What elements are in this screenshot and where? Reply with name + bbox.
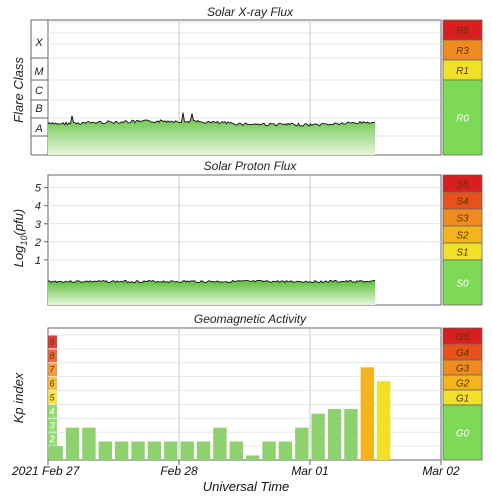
proton-ylabel-end: (pfu) — [11, 209, 26, 236]
kp-scale-g0 — [442, 404, 483, 461]
kp-level-strip-3 — [48, 418, 57, 432]
kp-ytick-2: 2 — [48, 434, 54, 444]
kp-level-strip-6 — [48, 377, 57, 391]
xray-class-b: B — [35, 103, 42, 115]
proton-ylabel: Log10(pfu) — [11, 209, 29, 267]
xray-flux-line — [47, 112, 376, 128]
kp-ytick-7: 7 — [49, 365, 55, 375]
kp-scale-label-g4: G4 — [456, 348, 470, 359]
proton-y-axis-label: Log10(pfu) — [11, 209, 29, 267]
kp-ylabel: Kp index — [11, 372, 26, 423]
xray-r-scale: R5 R3 R1 R0 — [442, 19, 483, 156]
proton-ytick-1: 1 — [35, 255, 41, 267]
kp-bar — [82, 427, 96, 460]
kp-bar — [196, 441, 211, 460]
kp-ytick-9: 9 — [49, 337, 54, 347]
kp-bar — [180, 441, 194, 460]
proton-scale-label-s0: S0 — [456, 279, 469, 290]
kp-ytick-3: 3 — [49, 420, 54, 430]
kp-scale-label-g5: G5 — [456, 332, 470, 343]
xray-class-a: A — [34, 123, 42, 135]
kp-bar — [115, 441, 129, 460]
proton-plot-area — [47, 174, 442, 306]
kp-bar — [131, 441, 145, 460]
kp-bar — [164, 441, 178, 460]
x-tick-2: Mar 01 — [291, 464, 328, 478]
xray-scale-label-r5: R5 — [456, 26, 469, 37]
kp-level-strip-5 — [48, 391, 57, 404]
kp-bar — [246, 455, 260, 460]
proton-y-ticks: 5 4 3 2 1 — [34, 183, 48, 267]
kp-ytick-5: 5 — [49, 392, 55, 402]
kp-bar — [65, 427, 80, 460]
xray-class-c: C — [35, 85, 43, 97]
kp-level-strip-7 — [48, 363, 57, 377]
x-tick-0: 2021 Feb 27 — [11, 464, 81, 478]
kp-y-axis-label: Kp index — [11, 372, 26, 423]
kp-level-strip-9 — [48, 335, 57, 349]
kp-bar — [278, 441, 293, 460]
kp-scale-label-g3: G3 — [456, 364, 470, 375]
kp-plot-area: 123456789 — [47, 327, 442, 461]
kp-bar — [49, 446, 63, 460]
proton-scale-label-s4: S4 — [456, 197, 469, 208]
proton-ytick-5: 5 — [35, 183, 42, 195]
kp-ytick-6: 6 — [49, 379, 54, 389]
xray-scale-label-r1: R1 — [456, 66, 469, 77]
proton-scale-label-s5: S5 — [456, 180, 469, 191]
xray-panel-title: Solar X-ray Flux — [207, 5, 294, 19]
proton-ytick-3: 3 — [35, 219, 42, 231]
kp-level-strip-2 — [48, 432, 57, 446]
kp-bar — [377, 381, 391, 460]
kp-bar — [147, 441, 162, 460]
kp-scale-label-g1: G1 — [456, 394, 469, 405]
proton-scale-label-s1: S1 — [456, 248, 468, 259]
xray-scale-r0 — [442, 79, 483, 156]
proton-ytick-2: 2 — [34, 237, 41, 249]
proton-scale-s0 — [442, 259, 483, 306]
xray-scale-label-r3: R3 — [456, 46, 469, 57]
kp-ytick-8: 8 — [49, 351, 54, 361]
kp-panel-title: Geomagnetic Activity — [194, 312, 307, 326]
kp-bar — [311, 413, 325, 460]
proton-flux-line — [47, 279, 376, 284]
xray-plot-area — [47, 19, 442, 156]
kp-level-strip-8 — [48, 349, 57, 363]
proton-s-scale: S5 S4 S3 S2 S1 S0 — [442, 174, 483, 306]
kp-bar — [98, 441, 112, 460]
xray-class-m: M — [34, 66, 44, 78]
kp-bar — [213, 427, 227, 460]
proton-ytick-4: 4 — [35, 201, 41, 213]
kp-bar — [295, 427, 309, 460]
proton-scale-label-s3: S3 — [456, 214, 469, 225]
kp-scale-label-g2: G2 — [456, 379, 470, 390]
x-axis-ticks: 2021 Feb 27 Feb 28 Mar 01 Mar 02 — [11, 460, 460, 478]
proton-ylabel-sub: 10 — [19, 236, 29, 246]
kp-level-strip-4 — [48, 404, 57, 418]
kp-bar — [229, 441, 243, 460]
proton-flux-area — [48, 280, 376, 305]
proton-scale-label-s2: S2 — [456, 231, 469, 242]
kp-bar — [327, 409, 342, 460]
x-axis-label: Universal Time — [203, 479, 290, 494]
kp-bar — [344, 409, 358, 460]
kp-scale-label-g0: G0 — [456, 429, 470, 440]
proton-panel-title: Solar Proton Flux — [204, 159, 298, 173]
proton-ylabel-main: Log — [11, 245, 26, 267]
xray-ylabel: Flare Class — [11, 57, 26, 123]
kp-g-scale: G5 G4 G3 G2 G1 G0 — [442, 327, 483, 461]
kp-bar — [360, 367, 374, 460]
x-tick-3: Mar 02 — [422, 464, 460, 478]
kp-bar — [262, 441, 276, 460]
kp-ytick-4: 4 — [49, 406, 54, 416]
x-tick-1: Feb 28 — [160, 464, 198, 478]
xray-scale-label-r0: R0 — [456, 114, 469, 125]
xray-class-x: X — [34, 37, 43, 49]
xray-y-axis-label: Flare Class — [11, 57, 26, 123]
